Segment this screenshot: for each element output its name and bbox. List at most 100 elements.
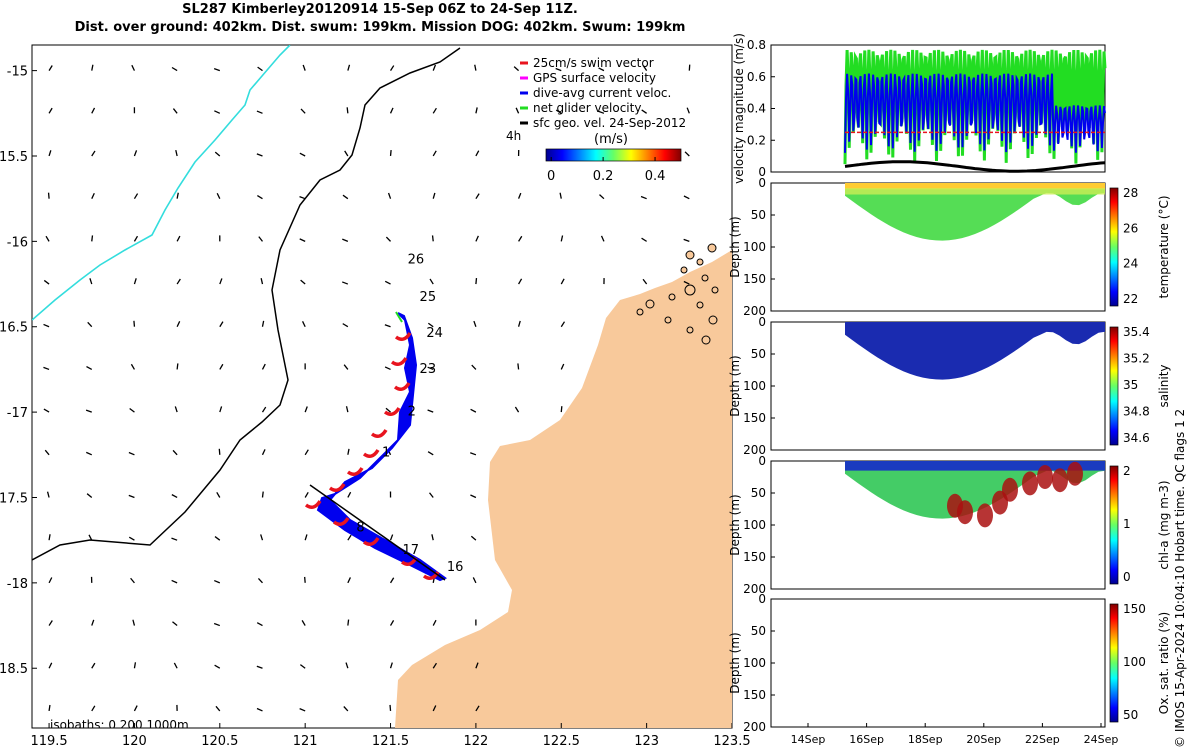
swim-vector-mark bbox=[362, 449, 380, 458]
sfc-velocity-arrow bbox=[389, 620, 395, 626]
sfc-velocity-arrow bbox=[343, 706, 349, 712]
sfc-velocity-arrow bbox=[89, 278, 93, 285]
sfc-velocity-arrow bbox=[389, 107, 394, 114]
sfc-velocity-arrow bbox=[473, 320, 477, 327]
sfc-velocity-arrow bbox=[256, 707, 263, 712]
swim-vector-mark bbox=[362, 537, 380, 546]
legend-interval: 4h bbox=[506, 129, 521, 143]
sfc-velocity-arrow bbox=[431, 534, 434, 541]
sfc-velocity-arrow bbox=[385, 236, 392, 242]
sfc-velocity-arrow bbox=[43, 323, 50, 328]
colorbar-tick-label: 100 bbox=[1123, 655, 1146, 669]
island bbox=[684, 284, 696, 296]
sfc-velocity-arrow bbox=[91, 235, 94, 242]
sfc-velocity-arrow bbox=[261, 491, 264, 498]
sfc-velocity-arrow bbox=[86, 451, 93, 456]
sfc-velocity-arrow bbox=[48, 577, 53, 584]
colorbar-tick-label: 50 bbox=[1123, 708, 1138, 722]
chla-high-patch bbox=[992, 490, 1008, 515]
sfc-velocity-arrow bbox=[389, 662, 393, 669]
day-label: 17 bbox=[402, 543, 419, 558]
sfc-velocity-arrow bbox=[599, 194, 605, 200]
sfc-velocity-arrow bbox=[257, 577, 263, 584]
legend-label: 25cm/s swim vector bbox=[533, 56, 654, 70]
salinity-panel[interactable]: 0 50 100 150 200 Depth (m) 35.4 35.2 35 34.8 34.6 s… bbox=[728, 315, 1171, 457]
sfc-velocity-arrow bbox=[347, 534, 352, 541]
sfc-velocity-arrow bbox=[346, 107, 349, 114]
velocity-colorbar bbox=[545, 148, 682, 162]
sfc-velocity-arrow bbox=[133, 235, 139, 242]
sfc-velocity-arrow bbox=[475, 193, 480, 200]
legend-label: net glider velocity bbox=[533, 101, 641, 115]
sfc-velocity-arrow bbox=[686, 107, 690, 114]
coastal-islands bbox=[636, 243, 719, 345]
y-axis-label: Depth (m) bbox=[728, 216, 742, 277]
sfc-velocity-arrow bbox=[91, 662, 96, 669]
sfc-velocity-arrow bbox=[514, 406, 520, 413]
sfc-velocity-arrow bbox=[389, 577, 395, 584]
y-tick-label: 100 bbox=[743, 656, 766, 670]
colorbar-label: (m/s) bbox=[594, 132, 628, 147]
sfc-velocity-arrow bbox=[176, 235, 181, 242]
sfc-velocity-arrow bbox=[641, 237, 647, 242]
y-tick-label: 200 bbox=[743, 443, 766, 457]
y-tick-label: 150 bbox=[743, 411, 766, 425]
sfc-velocity-arrow bbox=[85, 409, 92, 413]
sfc-velocity-arrow bbox=[261, 406, 267, 413]
island bbox=[707, 243, 717, 253]
x-tick-label: 24Sep bbox=[1084, 733, 1119, 746]
salinity-field bbox=[845, 322, 1105, 380]
sfc-velocity-arrow bbox=[219, 278, 223, 285]
sfc-velocity-arrow bbox=[683, 195, 690, 200]
sfc-velocity-arrow bbox=[347, 577, 351, 584]
sfc-velocity-arrow bbox=[301, 620, 306, 626]
temperature-field bbox=[845, 183, 1105, 241]
sfc-velocity-arrow bbox=[342, 323, 349, 328]
island bbox=[680, 266, 688, 274]
sfc-velocity-arrow bbox=[216, 491, 221, 498]
legend-label: GPS surface velocity bbox=[533, 71, 656, 85]
sfc-velocity-arrow bbox=[133, 662, 137, 669]
sfc-velocity-arrow bbox=[48, 150, 52, 157]
swim-vector-mark bbox=[393, 382, 411, 391]
sfc-velocity-arrow bbox=[389, 704, 392, 711]
y-tick-label: 0 bbox=[758, 454, 766, 468]
sfc-velocity-arrow bbox=[642, 65, 648, 71]
isobath-coast bbox=[32, 45, 291, 321]
sfc-velocity-arrow bbox=[173, 662, 178, 669]
sfc-velocity-arrow bbox=[86, 365, 93, 370]
colorbar bbox=[1109, 603, 1119, 723]
colorbar-label: temperature (°C) bbox=[1157, 196, 1171, 299]
sfc-velocity-arrow bbox=[432, 619, 437, 626]
sfc-velocity-arrow bbox=[171, 66, 178, 72]
sfc-velocity-arrow bbox=[258, 236, 263, 242]
island bbox=[696, 258, 704, 266]
chart-title-line2: Dist. over ground: 402km. Dist. swum: 19… bbox=[74, 20, 686, 35]
sfc-geo-velocity-line bbox=[844, 160, 1106, 173]
sfc-velocity-arrow bbox=[261, 363, 266, 370]
sfc-velocity-arrow bbox=[342, 238, 349, 242]
island bbox=[708, 315, 718, 325]
sfc-velocity-arrow bbox=[555, 109, 562, 114]
colorbar-tick-label: 1 bbox=[1123, 517, 1131, 531]
temperature-panel[interactable]: 0 50 100 150 200 Depth (m) 28 26 24 22 temperature… bbox=[728, 176, 1171, 318]
warm-surface-layer bbox=[845, 183, 1105, 190]
sfc-velocity-arrow bbox=[560, 406, 563, 413]
colorbar-tick-label: 35.4 bbox=[1123, 325, 1150, 339]
island bbox=[701, 335, 711, 345]
chla-panel[interactable]: 0 50 100 150 200 Depth (m) 2 1 0 chl-a (mg m-3) bbox=[728, 454, 1171, 596]
sfc-velocity-arrow bbox=[304, 534, 308, 541]
map-x-tick-label: 121.5 bbox=[372, 734, 409, 749]
sfc-velocity-arrow bbox=[128, 536, 135, 541]
sfc-velocity-arrow bbox=[385, 407, 391, 413]
sfc-velocity-arrow bbox=[133, 278, 137, 285]
sfc-velocity-arrow bbox=[560, 363, 565, 370]
sfc-velocity-arrow bbox=[642, 278, 648, 285]
sfc-velocity-arrow bbox=[88, 534, 93, 541]
surface-velocity-arrows bbox=[43, 64, 691, 712]
sfc-velocity-arrow bbox=[128, 494, 135, 499]
